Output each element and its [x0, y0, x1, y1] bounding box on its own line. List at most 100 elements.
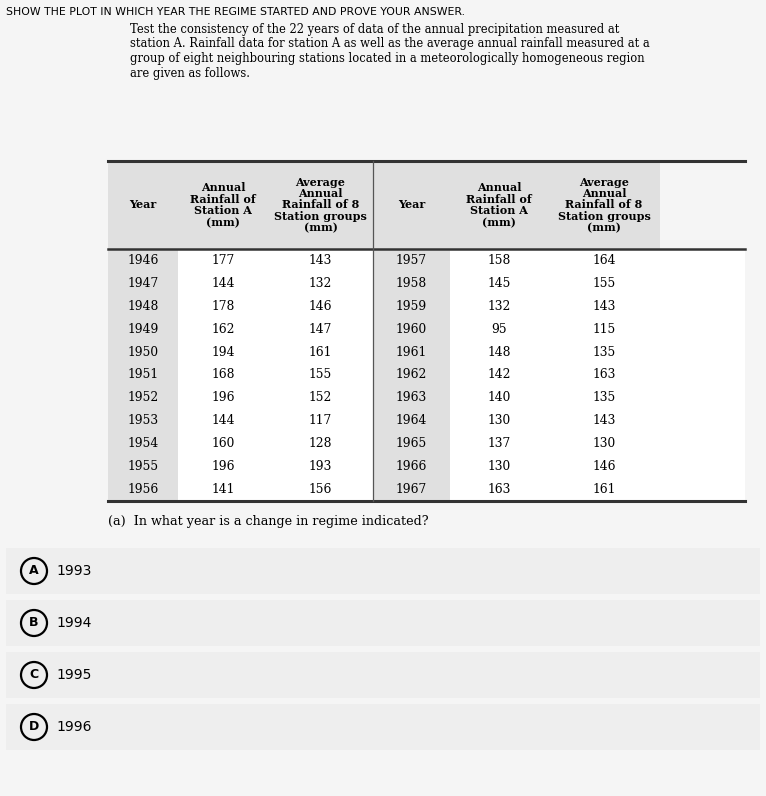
Text: 135: 135 [592, 392, 616, 404]
Text: (a)  In what year is a change in regime indicated?: (a) In what year is a change in regime i… [108, 515, 429, 528]
Bar [373, 455, 450, 478]
Text: 135: 135 [592, 345, 616, 358]
Text: 115: 115 [592, 322, 616, 336]
Text: 141: 141 [211, 483, 234, 496]
Text: 1963: 1963 [396, 392, 427, 404]
Text: Station A: Station A [470, 205, 528, 217]
Text: 1952: 1952 [127, 392, 159, 404]
Text: 177: 177 [211, 254, 234, 267]
Text: Annual: Annual [581, 188, 627, 199]
Text: 1962: 1962 [396, 369, 427, 381]
Text: C: C [29, 669, 38, 681]
Text: 163: 163 [487, 483, 511, 496]
Text: 1960: 1960 [396, 322, 427, 336]
Bar [108, 295, 178, 318]
Bar [268, 161, 373, 249]
Text: 1964: 1964 [396, 415, 427, 427]
Text: 1994: 1994 [56, 616, 91, 630]
Text: 144: 144 [211, 415, 234, 427]
Text: 193: 193 [309, 460, 332, 473]
Bar [373, 409, 450, 432]
Text: 117: 117 [309, 415, 332, 427]
Text: 1949: 1949 [127, 322, 159, 336]
Text: 168: 168 [211, 369, 234, 381]
Text: 144: 144 [211, 277, 234, 290]
Bar [108, 478, 178, 501]
Text: 1955: 1955 [127, 460, 159, 473]
Text: 156: 156 [309, 483, 332, 496]
Bar [108, 455, 178, 478]
Text: Year: Year [398, 200, 425, 210]
Text: 1966: 1966 [396, 460, 427, 473]
Bar [108, 341, 178, 364]
Text: 1993: 1993 [56, 564, 91, 578]
Text: Year: Year [129, 200, 156, 210]
Bar [373, 364, 450, 386]
Text: 1958: 1958 [396, 277, 427, 290]
Text: group of eight neighbouring stations located in a meteorologically homogeneous r: group of eight neighbouring stations loc… [130, 52, 645, 65]
Text: 146: 146 [309, 300, 332, 313]
Text: 163: 163 [592, 369, 616, 381]
Bar [108, 432, 178, 455]
Text: (mm): (mm) [482, 217, 516, 228]
Bar [108, 272, 178, 295]
Bar [373, 318, 450, 341]
Text: 130: 130 [487, 460, 511, 473]
Bar [6, 548, 760, 594]
Text: 158: 158 [487, 254, 511, 267]
Bar [6, 704, 760, 750]
Bar [373, 478, 450, 501]
Text: 130: 130 [487, 415, 511, 427]
Text: Average: Average [296, 177, 345, 188]
Bar [108, 386, 178, 409]
Text: (mm): (mm) [303, 223, 338, 233]
Bar [178, 161, 268, 249]
Bar [108, 409, 178, 432]
Text: 155: 155 [592, 277, 616, 290]
Text: 147: 147 [309, 322, 332, 336]
Text: 161: 161 [309, 345, 332, 358]
Text: Rainfall of 8: Rainfall of 8 [565, 200, 643, 210]
Text: 152: 152 [309, 392, 332, 404]
Bar [108, 249, 745, 501]
Text: are given as follows.: are given as follows. [130, 67, 250, 80]
Text: 1947: 1947 [127, 277, 159, 290]
Text: (mm): (mm) [206, 217, 240, 228]
Text: 164: 164 [592, 254, 616, 267]
Text: Annual: Annual [201, 182, 245, 193]
Bar [548, 161, 660, 249]
Text: Rainfall of: Rainfall of [466, 193, 532, 205]
Text: 130: 130 [592, 437, 616, 451]
Bar [373, 341, 450, 364]
Text: D: D [29, 720, 39, 733]
Text: 143: 143 [592, 415, 616, 427]
Text: 145: 145 [487, 277, 511, 290]
Text: 196: 196 [211, 460, 234, 473]
Text: 155: 155 [309, 369, 332, 381]
Text: 95: 95 [491, 322, 507, 336]
Text: 1965: 1965 [396, 437, 427, 451]
Text: Station groups: Station groups [558, 211, 650, 222]
Text: 178: 178 [211, 300, 234, 313]
Text: 143: 143 [592, 300, 616, 313]
Text: 1950: 1950 [127, 345, 159, 358]
Text: (mm): (mm) [587, 223, 621, 233]
Text: Rainfall of 8: Rainfall of 8 [282, 200, 359, 210]
Text: 142: 142 [487, 369, 511, 381]
Text: 160: 160 [211, 437, 234, 451]
Text: 1948: 1948 [127, 300, 159, 313]
Text: 143: 143 [309, 254, 332, 267]
Bar [6, 600, 760, 646]
Text: 194: 194 [211, 345, 234, 358]
Bar [108, 364, 178, 386]
Text: 1995: 1995 [56, 668, 91, 682]
Text: 196: 196 [211, 392, 234, 404]
Text: Station A: Station A [194, 205, 252, 217]
Text: Average: Average [579, 177, 629, 188]
Bar [450, 161, 548, 249]
Bar [373, 161, 450, 249]
Text: 1996: 1996 [56, 720, 91, 734]
Text: 128: 128 [309, 437, 332, 451]
Text: 146: 146 [592, 460, 616, 473]
Text: 137: 137 [487, 437, 511, 451]
